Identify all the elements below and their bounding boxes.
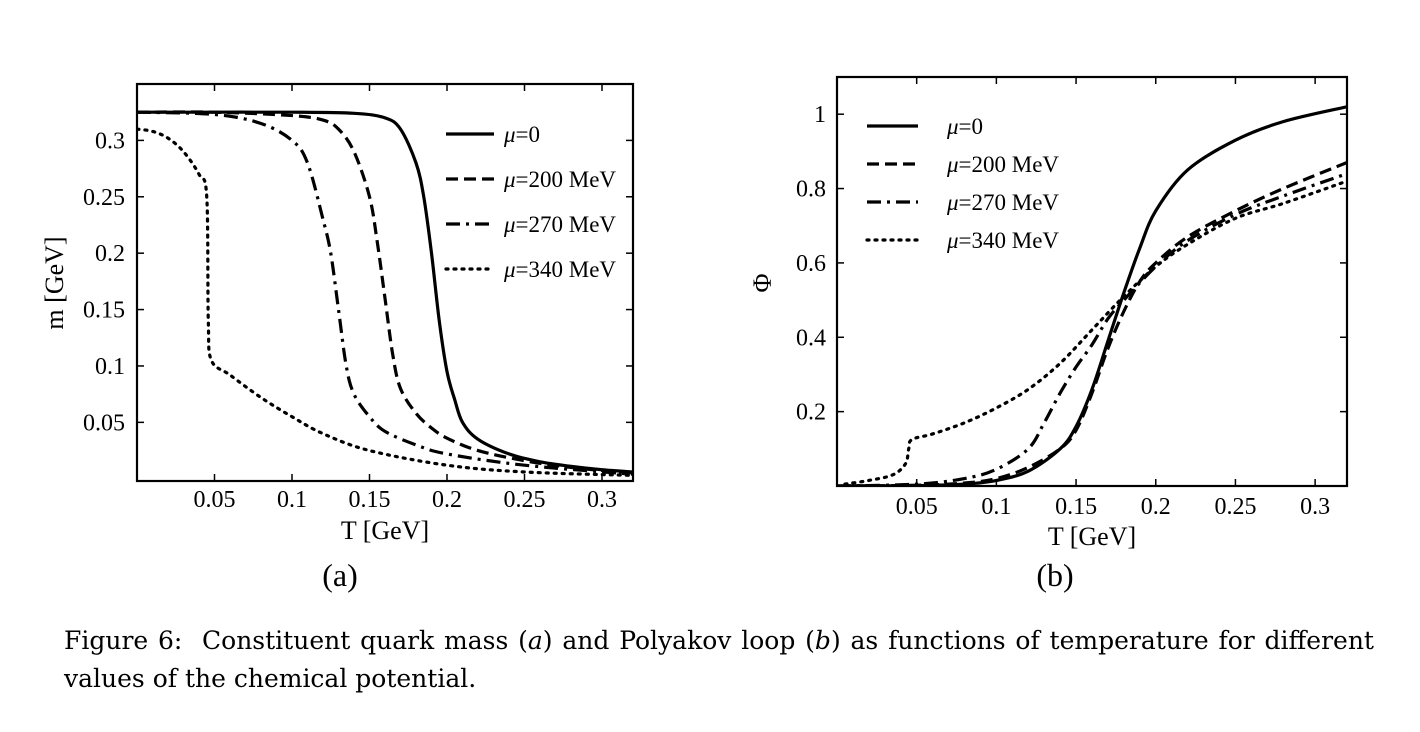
panel-a-legend-label-0: μ=0 (503, 122, 540, 147)
panel-b-series-line-2 (837, 172, 1347, 486)
panel-b-ytick-label: 0.2 (796, 400, 826, 426)
caption-text-1: Constituent quark mass ( (202, 626, 528, 655)
panel-a-xtick-label: 0.1 (277, 487, 307, 513)
panel-a-ytick-label: 0.15 (83, 298, 125, 324)
panel-b-ytick-label: 0.4 (796, 325, 826, 351)
panel-b-label: (b) (1036, 557, 1073, 593)
panel-b-lines (837, 105, 1347, 486)
panel-a-xtick-label: 0.3 (587, 487, 617, 513)
panel-a-frame (135, 82, 635, 483)
caption-ref-a: a (527, 626, 543, 655)
panel-b-ytick-label: 0.8 (796, 177, 826, 203)
panel-b-ytick-label: 0.6 (796, 251, 826, 277)
panel-a-legend-label-2: μ=270 MeV (503, 212, 616, 237)
figure-caption: Figure 6: Constituent quark mass (a) and… (64, 622, 1374, 698)
panel-b-xtick-label: 0.25 (1214, 494, 1256, 520)
panel-a-ytick-label: 0.05 (83, 410, 125, 436)
caption-ref-b: b (814, 626, 831, 655)
panel-a-lines (137, 110, 633, 477)
panel-b-legend-label-0: μ=0 (946, 114, 983, 139)
panel-a-series-line-1 (137, 110, 633, 475)
panel-a-ytick-label: 0.1 (95, 354, 125, 380)
panel-a-legend: μ=0 μ=200 MeV μ=270 MeV μ=340 MeV (444, 122, 616, 282)
panel-b-frame (835, 75, 1349, 488)
panel-b-xtick-label: 0.2 (1141, 494, 1171, 520)
panel-b-series-line-1 (837, 161, 1347, 486)
panel-b-xtick-label: 0.3 (1300, 494, 1330, 520)
panel-b-legend-label-2: μ=270 MeV (946, 190, 1059, 215)
panel-b-ylabel: Φ (748, 273, 777, 292)
panel-a-ytick-label: 0.25 (83, 185, 125, 211)
figure: 0.05 0.1 0.15 0.2 0.25 0.30.050.10.150.20.250… (40, 75, 1349, 593)
panel-b-xtick-label: 0.15 (1055, 494, 1097, 520)
caption-text-3: ) as functions of temperature for differ… (64, 626, 1374, 693)
panel-a-xtick-label: 0.05 (194, 487, 236, 513)
panel-b-xlabel: T [GeV] (1048, 522, 1136, 551)
panel-a-legend-label-1: μ=200 MeV (503, 167, 616, 192)
panel-a-series-line-2 (137, 110, 633, 476)
panel-b-chart: 0.05 0.1 0.15 0.2 0.25 0.30.20.40.60.81 μ=0μ=… (748, 75, 1349, 593)
panel-b-ytick-label: 1 (814, 102, 826, 128)
panel-a-legend-label-3: μ=340 MeV (503, 257, 616, 282)
panel-b-xtick-label: 0.05 (896, 494, 938, 520)
panel-b-series-line-3 (843, 179, 1347, 486)
panel-a-ytick-label: 0.3 (95, 128, 125, 154)
panel-a-xtick-label: 0.15 (349, 487, 391, 513)
panel-a-ticks: 0.05 0.1 0.15 0.2 0.25 0.3 0.05 0.1 0.15 0.2 0.25 0… (83, 84, 633, 513)
panel-a-xtick-label: 0.25 (504, 487, 546, 513)
panel-a-xlabel: T [GeV] (341, 516, 429, 545)
panel-a-ytick-label: 0.2 (95, 241, 125, 267)
panel-a-ylabel: m [GeV] (40, 236, 69, 329)
panel-a-chart: 0.05 0.1 0.15 0.2 0.25 0.3 0.05 0.1 0.15 0.2 0.25 0… (40, 82, 635, 593)
panel-b-ticks: 0.05 0.1 0.15 0.2 0.25 0.3 0.2 0.4 0.6 0.8 1 (796, 77, 1347, 520)
panel-b-xtick-label: 0.1 (981, 494, 1011, 520)
panel-b-legend-label-3: μ=340 MeV (946, 228, 1059, 253)
caption-text-2: ) and Polyakov loop ( (542, 626, 815, 655)
panel-b-legend: μ=0 μ=200 MeV μ=270 MeV μ=340 MeV (865, 114, 1059, 253)
panel-a-label: (a) (322, 557, 358, 593)
panel-a-xtick-label: 0.2 (432, 487, 462, 513)
panel-a-series-line-3 (137, 127, 633, 477)
caption-label: Figure 6: (64, 626, 183, 655)
panel-b-legend-label-1: μ=200 MeV (946, 152, 1059, 177)
